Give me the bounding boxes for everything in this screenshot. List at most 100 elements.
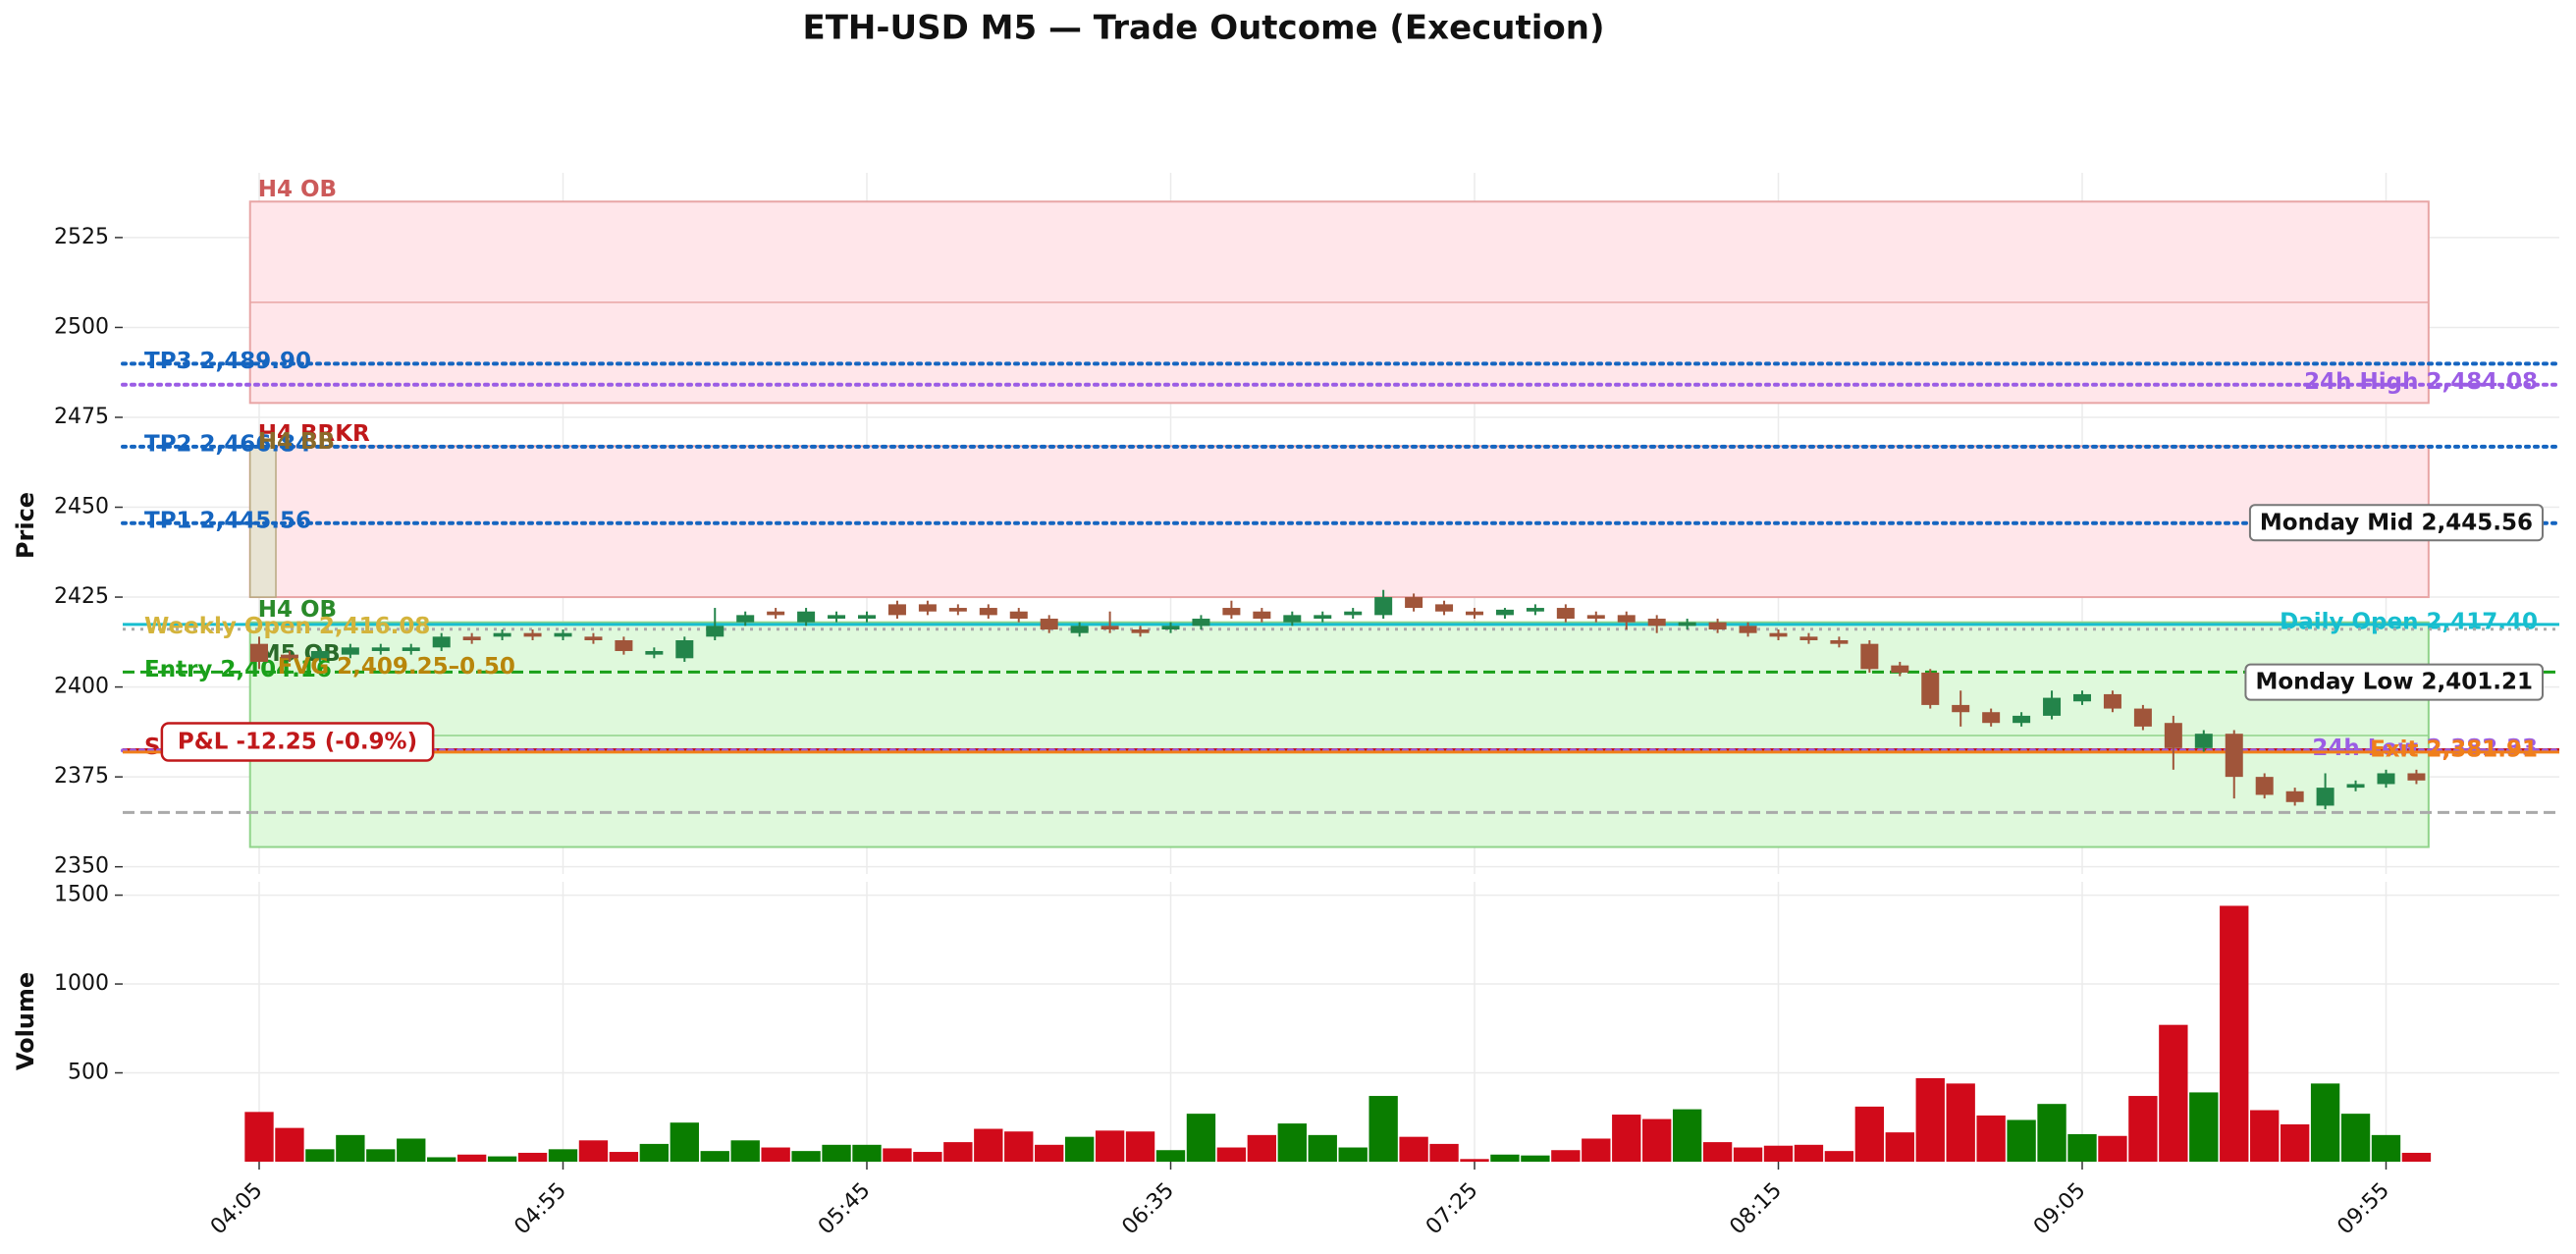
candle-body — [2255, 777, 2274, 795]
candle-body — [2073, 693, 2091, 702]
x-tick-label: 08:15 — [1725, 1178, 1787, 1240]
y-tick-label: 2375 — [54, 764, 109, 789]
x-tick-label: 09:55 — [2333, 1178, 2394, 1240]
volume-bar — [1155, 1150, 1186, 1162]
volume-bar — [1429, 1143, 1459, 1162]
volume-bar — [2189, 1092, 2219, 1162]
x-tick-label: 05:45 — [814, 1178, 876, 1240]
y-tick-label: 2475 — [54, 405, 109, 429]
volume-bar — [1976, 1115, 2006, 1162]
volume-bar — [1794, 1144, 1824, 1162]
candle-body — [706, 626, 724, 637]
y-tick-label: 1000 — [54, 971, 109, 996]
volume-bar — [427, 1157, 456, 1162]
candle-body — [858, 615, 876, 620]
volume-bar — [1125, 1131, 1155, 1162]
volume-bar — [609, 1152, 639, 1162]
volume-bar — [2310, 1083, 2340, 1162]
volume-bar — [2067, 1133, 2097, 1162]
volume-bar — [639, 1143, 670, 1162]
level-label: Monday Low 2,401.21 — [2255, 670, 2533, 695]
candle-body — [1040, 619, 1058, 630]
candle-body — [584, 636, 603, 640]
volume-bar — [700, 1151, 729, 1162]
candle-body — [2225, 734, 2243, 778]
candle-body — [1314, 615, 1332, 620]
y-tick-label: 2525 — [54, 225, 109, 249]
volume-bar — [1368, 1096, 1398, 1162]
note-label: H4 BB — [258, 429, 335, 455]
level-label-box — [2244, 663, 2544, 701]
volume-bar — [1612, 1115, 1641, 1162]
candle-body — [2194, 734, 2213, 748]
level-label: TP3 2,489.90 — [144, 349, 311, 374]
level-label: TP1 2,445.56 — [144, 508, 311, 533]
candle-body — [2316, 788, 2334, 806]
candle-body — [1009, 611, 1028, 620]
volume-bar — [1399, 1136, 1428, 1162]
y-tick-label: 2400 — [54, 675, 109, 699]
volume-bar — [2401, 1152, 2432, 1162]
candle-body — [432, 636, 451, 648]
candle-body — [615, 640, 633, 651]
y-axis-label: Price — [12, 492, 39, 559]
candle-body — [2407, 773, 2426, 781]
volume-bar — [1672, 1109, 1702, 1162]
volume-bar — [1702, 1142, 1733, 1162]
volume-bar — [2250, 1110, 2280, 1162]
volume-bar — [1064, 1136, 1095, 1162]
volume-bar — [1004, 1131, 1034, 1162]
volume-bar — [366, 1149, 396, 1162]
volume-bar — [336, 1134, 365, 1162]
candle-body — [979, 608, 997, 616]
y-tick-label: 2450 — [54, 495, 109, 519]
volume-bar — [1854, 1106, 1885, 1162]
candle-body — [1556, 608, 1575, 620]
volume-bar — [1338, 1147, 1368, 1162]
level-label: Entry 2,404.16 — [144, 657, 332, 682]
candle-body — [1070, 626, 1089, 633]
candle-body — [250, 643, 268, 662]
candle-body — [1708, 622, 1727, 630]
volume-bar — [730, 1140, 760, 1162]
candle-body — [2377, 773, 2395, 785]
y-tick-label: 500 — [68, 1061, 109, 1085]
x-tick-label: 04:55 — [510, 1178, 571, 1240]
candle-body — [310, 650, 329, 659]
volume-bar — [548, 1149, 578, 1162]
volume-bar — [1308, 1134, 1337, 1162]
candle-body — [1769, 632, 1788, 637]
candle-body — [1466, 611, 1483, 616]
candle-body — [1647, 619, 1666, 627]
candle-body — [462, 636, 481, 640]
candle-body — [1982, 712, 2001, 724]
candle-body — [736, 615, 755, 623]
candle-body — [402, 647, 420, 651]
candle-body — [554, 632, 572, 637]
candle-body — [2285, 791, 2304, 802]
candle-body — [948, 608, 967, 612]
volume-bar — [1824, 1151, 1854, 1162]
volume-bar — [761, 1147, 790, 1162]
volume-bar — [2220, 905, 2249, 1162]
volume-bar — [2098, 1135, 2127, 1162]
zone — [248, 621, 2430, 848]
volume-bar — [852, 1144, 882, 1162]
candle-body — [1586, 615, 1605, 620]
candle-body — [1405, 597, 1423, 609]
candle-body — [2103, 693, 2121, 709]
y-tick-label: 2425 — [54, 584, 109, 609]
volume-bar — [578, 1140, 609, 1162]
candle-body — [493, 632, 511, 637]
volume-bar — [943, 1142, 973, 1162]
candle-body — [1830, 640, 1849, 644]
volume-bar — [275, 1127, 304, 1162]
volume-bar — [1490, 1154, 1520, 1162]
volume-bar — [1216, 1147, 1247, 1162]
volume-bar — [487, 1156, 517, 1162]
candle-body — [1526, 608, 1544, 612]
candle-body — [2043, 697, 2062, 716]
volume-bar — [791, 1151, 821, 1162]
zone-label: H4 BRKR — [258, 421, 370, 447]
